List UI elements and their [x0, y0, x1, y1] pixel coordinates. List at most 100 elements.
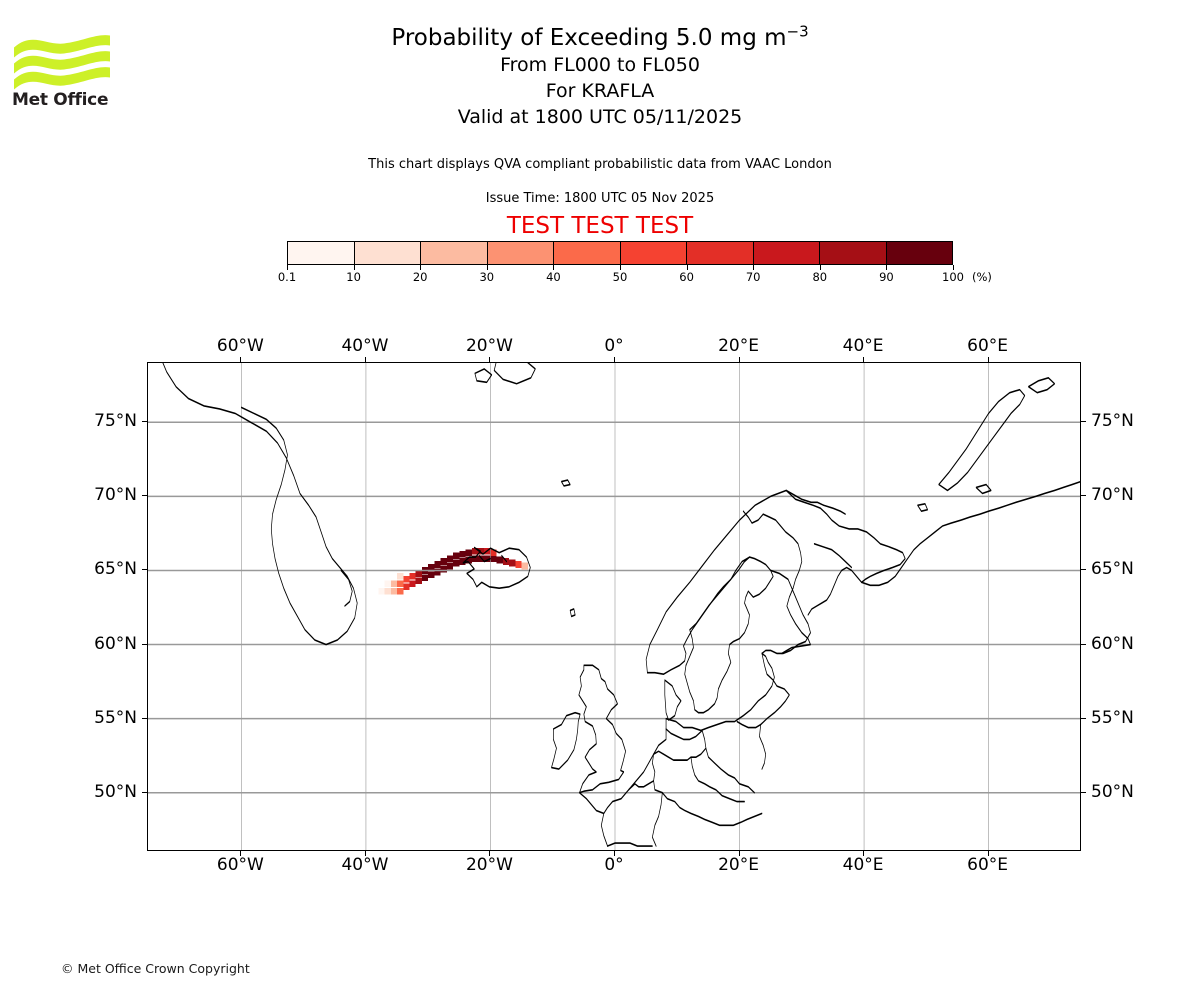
lon-label-top-5: 40°E	[842, 336, 884, 356]
lon-label-bottom-3: 0°	[604, 855, 624, 875]
colorbar-tick-10	[953, 265, 954, 270]
ash-cell	[471, 555, 479, 562]
ash-cell	[465, 556, 472, 564]
lon-tick-top-4	[738, 357, 740, 362]
colorbar-tick-5	[620, 265, 621, 270]
ash-cell	[490, 555, 497, 562]
colorbar-tick-9	[886, 265, 888, 270]
lon-label-bottom-2: 20°W	[465, 855, 513, 875]
colorbar-tick-label-0: 0.1	[277, 270, 297, 284]
test-banner: TEST TEST TEST	[506, 213, 694, 239]
lon-tick-top-0	[240, 357, 242, 362]
colorbar-gradient	[287, 241, 953, 265]
map-canvas	[148, 363, 1080, 850]
title-volcano: For KRAFLA	[545, 80, 655, 102]
ash-cell	[446, 555, 454, 562]
ash-cell	[484, 555, 491, 562]
ash-cell	[428, 571, 435, 579]
ash-cell	[490, 549, 497, 557]
lon-tick-top-5	[863, 357, 865, 362]
colorbar-tick-label-6: 60	[679, 270, 694, 284]
lat-tick-left-0	[142, 791, 147, 793]
colorbar-tick-label-2: 20	[412, 270, 428, 284]
colorbar-tick-4	[553, 265, 555, 270]
colorbar-segment-0	[288, 242, 354, 264]
colorbar-segment-7	[752, 242, 819, 264]
ash-cell	[409, 580, 416, 588]
lon-tick-top-1	[364, 357, 366, 362]
colorbar-tick-labels: 0.1 10 20 30 40 50 60 70 80 90 100	[278, 270, 964, 286]
met-office-wordmark: Met Office	[12, 90, 109, 110]
ash-cell	[415, 570, 422, 577]
lon-label-top-3: 0°	[604, 336, 624, 356]
probability-colorbar	[287, 241, 953, 265]
colorbar-tick-label-5: 50	[612, 270, 628, 284]
lon-tick-bottom-5	[863, 851, 865, 856]
lat-tick-right-0	[1081, 791, 1086, 793]
ash-cell	[428, 564, 435, 571]
lon-label-top-1: 40°W	[341, 336, 389, 356]
lat-tick-right-1	[1081, 717, 1086, 719]
ash-cell	[521, 562, 528, 570]
colorbar-segment-5	[619, 242, 686, 264]
lon-label-top-6: 60°E	[967, 336, 1009, 356]
lon-tick-top-3	[614, 357, 615, 362]
title-flight-levels: From FL000 to FL050	[500, 54, 700, 76]
lat-tick-left-5	[142, 421, 147, 423]
ash-cell	[390, 580, 398, 588]
colorbar-tick-label-9: 90	[879, 270, 894, 284]
lat-label-left-5: 75°N	[94, 411, 137, 432]
lon-tick-bottom-3	[614, 851, 615, 856]
issue-time-label: Issue Time: 1800 UTC 05 Nov 2025	[485, 191, 715, 206]
lat-label-right-1: 55°N	[1091, 707, 1134, 728]
lat-label-right-5: 75°N	[1091, 411, 1134, 432]
ash-cell	[409, 573, 416, 580]
lon-tick-top-2	[489, 357, 491, 362]
colorbar-tick-label-10: 100	[942, 270, 964, 284]
ash-cell	[384, 587, 391, 595]
title-text: Probability of Exceeding 5.0 mg m	[391, 25, 787, 51]
lat-label-right-3: 65°N	[1091, 559, 1134, 580]
lon-label-top-0: 60°W	[216, 336, 264, 356]
lat-label-left-0: 50°N	[94, 781, 137, 802]
ash-cell	[515, 561, 522, 568]
colorbar-tick-label-1: 10	[346, 270, 361, 284]
ash-cell	[453, 559, 460, 567]
ash-cell	[440, 558, 447, 565]
colorbar-tick-7	[753, 265, 755, 270]
ash-cell	[397, 573, 404, 580]
lon-label-bottom-0: 60°W	[216, 855, 264, 875]
ash-cell	[403, 583, 410, 591]
lon-label-top-2: 20°W	[465, 336, 513, 356]
lon-label-bottom-1: 40°W	[341, 855, 389, 875]
ash-cell	[471, 547, 479, 555]
lat-label-left-3: 65°N	[94, 559, 137, 580]
colorbar-tick-label-3: 30	[479, 270, 495, 284]
lat-label-left-1: 55°N	[94, 707, 137, 728]
ash-cell	[478, 547, 485, 555]
lon-tick-bottom-1	[364, 851, 366, 856]
copyright-notice: © Met Office Crown Copyright	[61, 961, 250, 976]
lat-label-left-2: 60°N	[94, 633, 137, 654]
lon-tick-bottom-4	[738, 851, 740, 856]
lon-tick-top-6	[987, 357, 989, 362]
title-valid-time: Valid at 1800 UTC 05/11/2025	[457, 106, 743, 128]
ash-cell	[421, 574, 429, 582]
map-coastlines	[162, 363, 1080, 847]
colorbar-ticks	[287, 265, 954, 273]
lat-label-left-4: 70°N	[94, 485, 137, 506]
lat-label-right-4: 70°N	[1091, 485, 1134, 506]
page-title: Probability of Exceeding 5.0 mg m−3	[0, 24, 1200, 52]
colorbar-segment-9	[885, 242, 952, 264]
colorbar-segment-1	[353, 242, 420, 264]
lat-tick-left-2	[142, 643, 147, 645]
ash-cell	[384, 580, 391, 588]
colorbar-segment-4	[553, 242, 620, 264]
ash-cell	[459, 558, 466, 565]
map-plot-area[interactable]	[147, 362, 1081, 851]
ash-cell	[434, 561, 441, 568]
ash-cell	[434, 568, 441, 576]
colorbar-unit-label: (%)	[972, 270, 992, 284]
lon-label-bottom-6: 60°E	[967, 855, 1009, 875]
ash-cell	[415, 577, 422, 585]
